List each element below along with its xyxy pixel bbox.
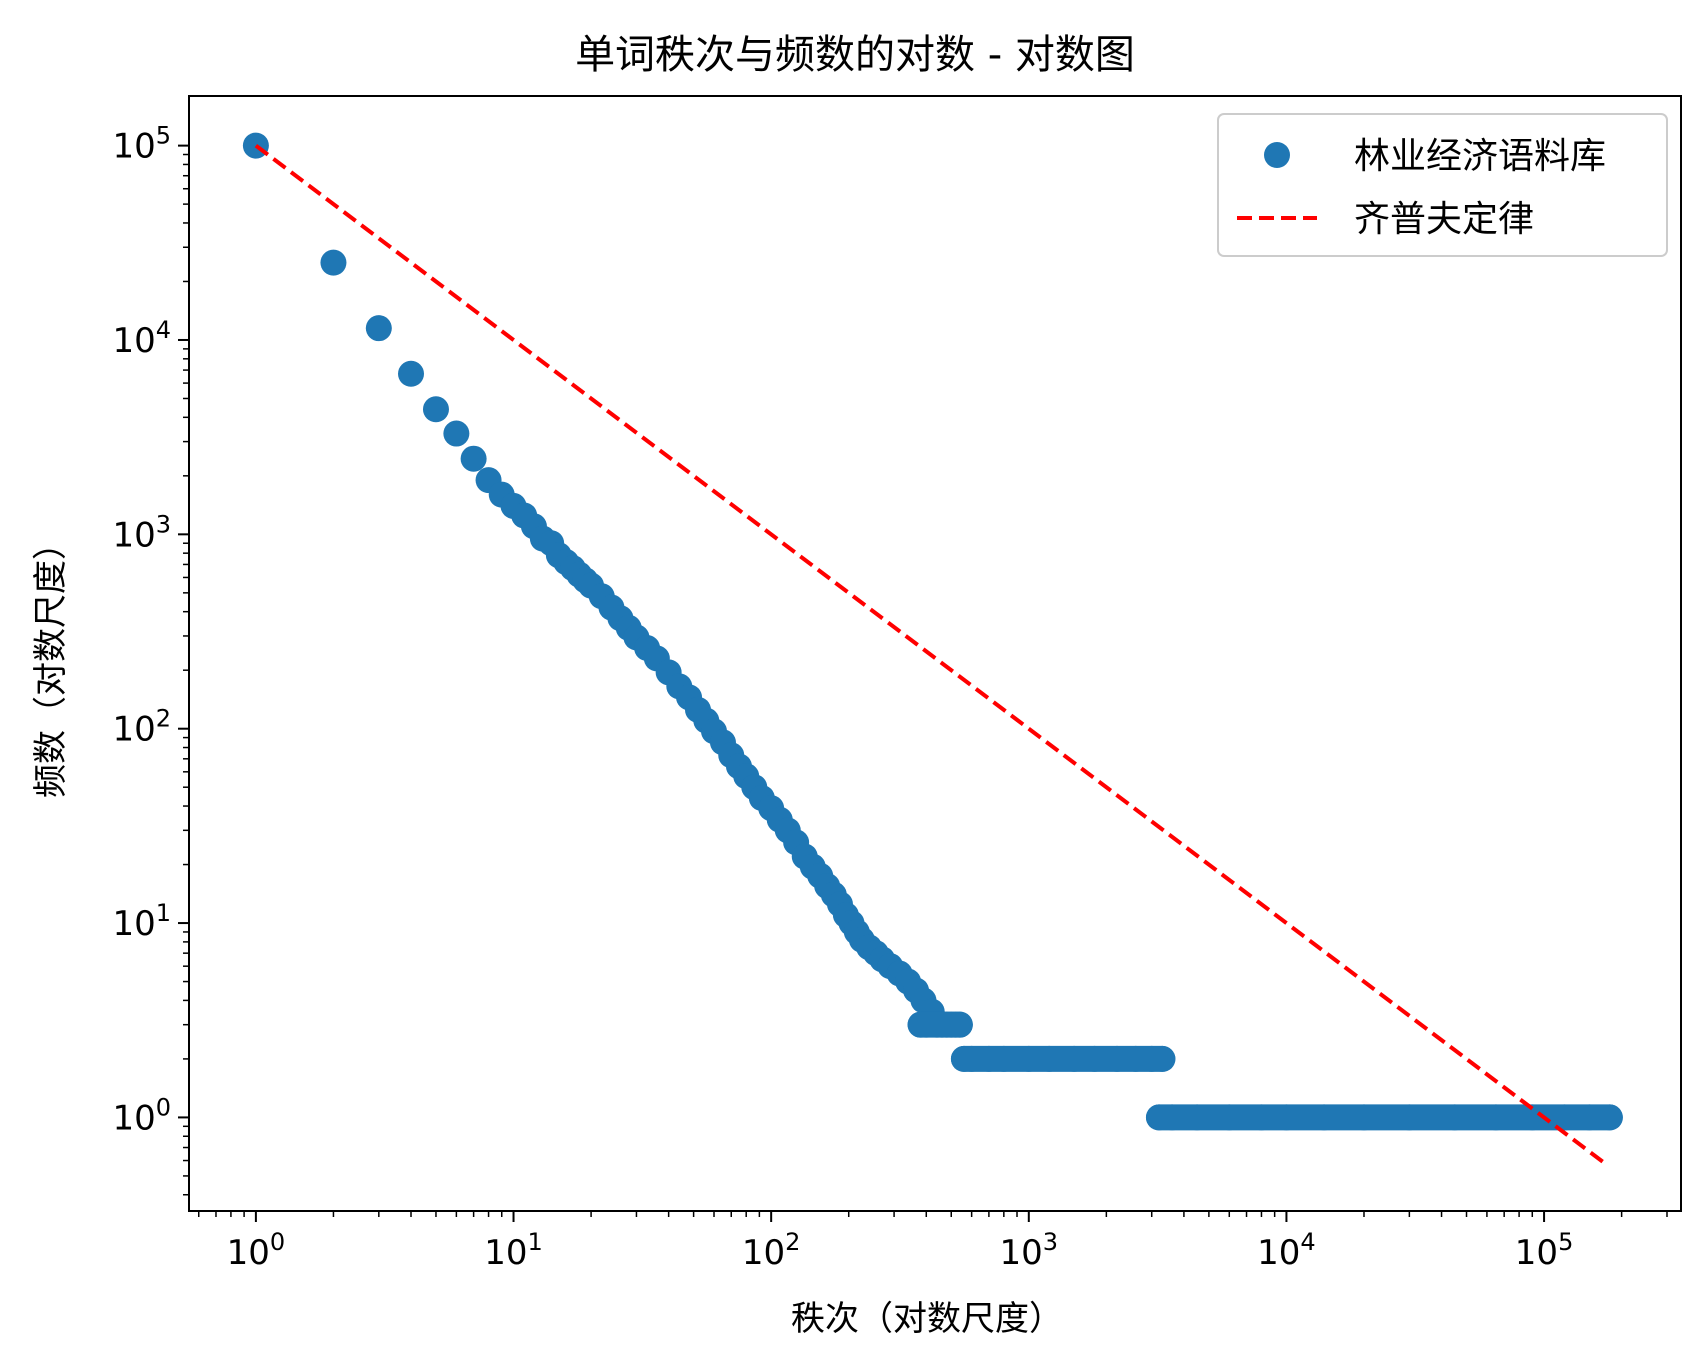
legend-box [1217, 113, 1668, 257]
legend-label-zipf: 齐普夫定律 [1354, 199, 1534, 240]
legend: 林业经济语料库 齐普夫定律 [1217, 113, 1668, 257]
plot-frame [188, 95, 1682, 1212]
zipf-law-line [254, 144, 1605, 1164]
x-tick-label: 103 [1000, 1228, 1059, 1273]
scatter-point [398, 360, 425, 387]
y-tick-label: 103 [112, 510, 171, 555]
plot-series [242, 132, 1623, 1164]
chart-title: 单词秩次与频数的对数 - 对数图 [575, 32, 1135, 78]
y-tick-label: 100 [112, 1093, 171, 1138]
x-tick-label: 101 [484, 1228, 543, 1273]
scatter-point [320, 249, 347, 276]
x-tick-label: 100 [227, 1228, 286, 1273]
x-tick-label: 102 [742, 1228, 801, 1273]
major-ticks [178, 144, 1546, 1222]
x-tick-label: 104 [1257, 1228, 1316, 1273]
scatter-point [443, 420, 470, 447]
legend-marker-corpus [1264, 142, 1290, 168]
scatter-point [365, 315, 392, 342]
y-tick-label: 104 [112, 316, 171, 361]
y-tick-label: 102 [112, 705, 171, 750]
x-tick-label: 105 [1515, 1228, 1574, 1273]
y-axis-label: 频数（对数尺度） [31, 526, 71, 798]
y-tick-label: 101 [112, 899, 171, 944]
scatter-point [422, 396, 449, 423]
legend-label-corpus: 林业经济语料库 [1354, 136, 1606, 177]
y-tick-label: 105 [112, 122, 171, 167]
scatter-point [460, 445, 487, 472]
x-axis-label: 秩次（对数尺度） [791, 1299, 1063, 1339]
tick-labels: 100 101 102 103 104 105 100 101 102 103 104 105 [112, 122, 1573, 1273]
